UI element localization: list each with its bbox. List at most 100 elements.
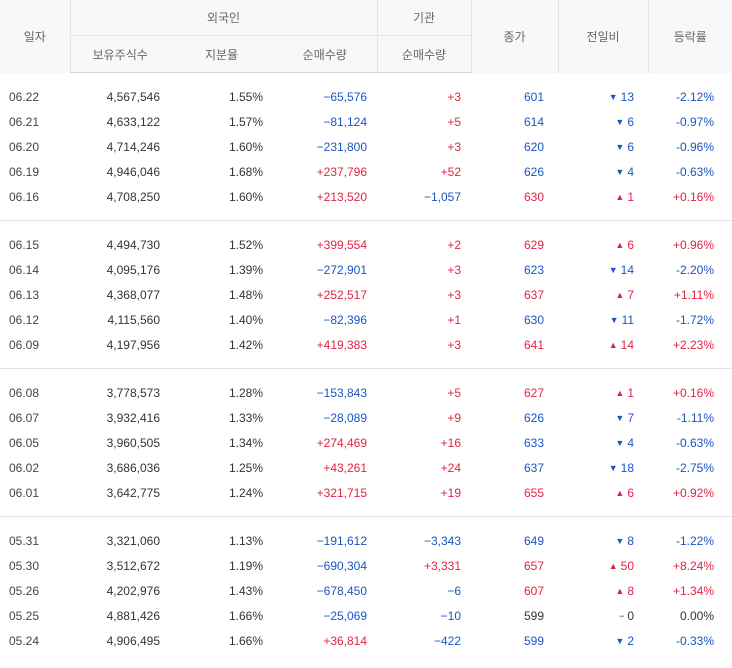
row-change: ▲ 50 [558, 553, 648, 578]
row-change: ▼ 8 [558, 528, 648, 553]
row-share: 1.66% [228, 633, 263, 648]
row-inst-net: +16 [440, 435, 462, 450]
row-holdings: 3,960,505 [106, 435, 160, 450]
row-inst-net: +3 [447, 89, 462, 104]
change-value: 18 [620, 460, 635, 475]
row-close: 599 [524, 633, 545, 648]
row-share: 1.68% [228, 164, 263, 179]
change-value: 50 [620, 558, 635, 573]
row-close: 623 [524, 262, 545, 277]
col-header-rate: 등락률 [647, 0, 732, 73]
row-share: 1.60% [228, 189, 263, 204]
row-share: 1.66% [228, 608, 263, 623]
col-header-change: 전일비 [557, 0, 649, 73]
row-change: ▲ 1 [558, 184, 648, 209]
row-change: ▼ 14 [558, 257, 648, 282]
row-share: 1.34% [228, 435, 263, 450]
row-inst-net: +3 [447, 262, 462, 277]
row-close: 637 [524, 287, 545, 302]
row-inst-net: +24 [440, 460, 462, 475]
row-change: ▼ 6 [558, 109, 648, 134]
triangle-down-icon: ▼ [615, 535, 625, 546]
row-foreign-net: −81,124 [323, 114, 368, 129]
row-change: −0 [558, 603, 648, 628]
row-rate: -1.22% [676, 533, 715, 548]
table-row: 06.01 3,642,775 1.24% +321,715 +19 655 ▲ 6 +0.92… [0, 480, 732, 505]
change-value: 1 [627, 385, 635, 400]
row-date: 06.19 [9, 164, 40, 179]
row-share: 1.33% [228, 410, 263, 425]
row-close: 637 [524, 460, 545, 475]
change-value: 11 [621, 312, 635, 327]
row-change: ▲ 14 [558, 332, 648, 357]
triangle-up-icon: ▲ [615, 585, 625, 596]
row-close: 649 [524, 533, 545, 548]
table-row: 06.09 4,197,956 1.42% +419,383 +3 641 ▲ 14 +2.23… [0, 332, 732, 357]
row-share: 1.52% [228, 237, 263, 252]
row-rate: +1.34% [672, 583, 715, 598]
row-holdings: 4,906,495 [106, 633, 160, 648]
row-change: ▼ 13 [558, 84, 648, 109]
row-holdings: 3,932,416 [106, 410, 160, 425]
row-change: ▼ 18 [558, 455, 648, 480]
row-inst-net: +9 [447, 410, 462, 425]
row-foreign-net: −25,069 [323, 608, 368, 623]
row-foreign-net: +36,814 [323, 633, 368, 648]
row-foreign-net: −65,576 [323, 89, 368, 104]
row-date: 06.22 [9, 89, 40, 104]
row-change: ▼ 4 [558, 159, 648, 184]
triangle-up-icon: ▲ [608, 560, 618, 571]
row-rate: -2.12% [676, 89, 715, 104]
triangle-up-icon: ▲ [615, 239, 625, 250]
change-value: 2 [627, 633, 635, 648]
row-holdings: 4,197,956 [106, 337, 160, 352]
row-change: ▼ 7 [558, 405, 648, 430]
row-inst-net: +52 [440, 164, 462, 179]
row-holdings: 4,202,976 [106, 583, 160, 598]
row-change: ▲ 6 [558, 232, 648, 257]
row-inst-net: +3,331 [423, 558, 462, 573]
row-rate: -0.63% [676, 435, 715, 450]
row-inst-net: +3 [447, 139, 462, 154]
row-date: 06.02 [9, 460, 40, 475]
change-value: 7 [627, 410, 635, 425]
change-value: 8 [627, 533, 635, 548]
row-inst-net: +5 [447, 385, 462, 400]
change-value: 6 [627, 237, 635, 252]
table-row: 05.26 4,202,976 1.43% −678,450 −6 607 ▲ 8 +1.34% [0, 578, 732, 603]
table-row: 06.14 4,095,176 1.39% −272,901 +3 623 ▼ 14 -2.20… [0, 257, 732, 282]
row-rate: -0.63% [676, 164, 715, 179]
row-rate: -0.33% [676, 633, 715, 648]
row-close: 657 [524, 558, 545, 573]
col-header-close: 종가 [470, 0, 559, 73]
change-value: 14 [620, 337, 635, 352]
row-share: 1.60% [228, 139, 263, 154]
row-inst-net: −1,057 [423, 189, 462, 204]
row-foreign-net: −231,800 [316, 139, 368, 154]
row-share: 1.55% [228, 89, 263, 104]
row-date: 06.13 [9, 287, 40, 302]
triangle-up-icon: ▲ [608, 339, 618, 350]
row-close: 614 [524, 114, 545, 129]
row-rate: -1.11% [676, 410, 715, 425]
row-date: 06.16 [9, 189, 40, 204]
row-rate: -2.20% [676, 262, 715, 277]
row-change: ▼ 11 [558, 307, 648, 332]
row-share: 1.19% [228, 558, 263, 573]
row-share: 1.39% [228, 262, 263, 277]
row-holdings: 3,686,036 [106, 460, 160, 475]
change-value: 8 [627, 583, 635, 598]
row-share: 1.13% [228, 533, 263, 548]
row-change: ▲ 7 [558, 282, 648, 307]
row-holdings: 4,115,560 [107, 312, 161, 327]
triangle-down-icon: ▼ [608, 91, 618, 102]
row-date: 06.15 [9, 237, 40, 252]
col-header-share: 지분율 [170, 35, 273, 73]
row-rate: +1.11% [673, 287, 715, 302]
row-foreign-net: −153,843 [316, 385, 368, 400]
row-holdings: 4,494,730 [106, 237, 160, 252]
row-close: 655 [524, 485, 545, 500]
table-row: 06.12 4,115,560 1.40% −82,396 +1 630 ▼ 11 -1.72% [0, 307, 732, 332]
row-rate: +2.23% [672, 337, 715, 352]
row-change: ▼ 4 [558, 430, 648, 455]
